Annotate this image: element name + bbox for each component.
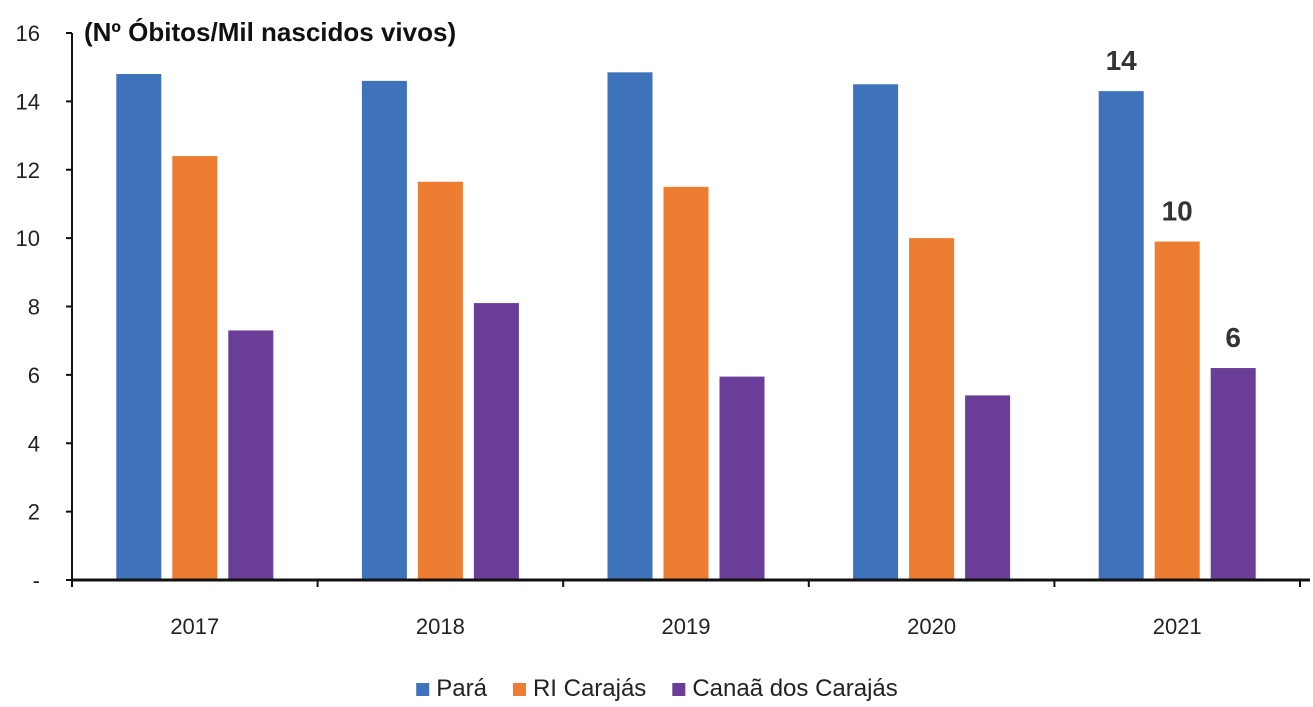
- legend-swatch: [672, 683, 686, 696]
- bar-ri-carajas-2017: [172, 156, 218, 580]
- legend-item-para: Pará: [416, 675, 488, 702]
- x-tick-label: 2021: [1153, 614, 1202, 639]
- bar-canaa-dos-carajas-2017: [228, 330, 274, 580]
- legend-swatch: [512, 683, 526, 696]
- data-labels: 14 10 6: [1106, 45, 1241, 353]
- x-axis: 2017 2018 2019 2020 2021: [71, 578, 1310, 639]
- x-tick-label: 2020: [907, 614, 956, 639]
- y-tick-label: 12: [16, 158, 40, 183]
- bar-para-2017: [116, 74, 162, 581]
- bar-canaa-dos-carajas-2020: [965, 395, 1011, 580]
- y-tick-label: 10: [16, 226, 40, 251]
- legend: Pará RI Carajás Canaã dos Carajás: [416, 675, 898, 702]
- bars: [116, 72, 1256, 581]
- bar-canaa-dos-carajas-2019: [719, 376, 765, 580]
- y-tick-label: 16: [16, 21, 40, 46]
- bar-canaa-dos-carajas-2018: [473, 303, 519, 580]
- legend-item-ri-carajas: RI Carajás: [512, 675, 646, 702]
- data-label: 10: [1162, 196, 1193, 227]
- bar-ri-carajas-2018: [417, 181, 463, 580]
- bar-ri-carajas-2021: [1154, 241, 1200, 580]
- bar-ri-carajas-2020: [909, 238, 955, 580]
- bar-para-2018: [361, 80, 407, 581]
- legend-swatch: [416, 683, 430, 696]
- bar-canaa-dos-carajas-2021: [1210, 368, 1256, 580]
- unit-label: (Nº Óbitos/Mil nascidos vivos): [84, 17, 456, 47]
- x-tick-label: 2019: [662, 614, 711, 639]
- legend-label: Canaã dos Carajás: [692, 675, 897, 702]
- bar-para-2020: [853, 84, 899, 580]
- data-label: 14: [1106, 45, 1138, 76]
- y-tick-label: 8: [28, 295, 40, 320]
- x-tick-label: 2018: [416, 614, 465, 639]
- y-tick-label: 14: [16, 89, 40, 114]
- legend-label: Pará: [436, 675, 487, 702]
- x-tick-label: 2017: [170, 614, 219, 639]
- legend-label: RI Carajás: [533, 675, 646, 702]
- bar-para-2021: [1098, 91, 1144, 581]
- bar-para-2019: [607, 72, 653, 581]
- y-axis: - 2 4 6 8 10 12 14 16: [16, 21, 73, 593]
- y-tick-label: 2: [28, 500, 40, 525]
- y-tick-label: 6: [28, 363, 40, 388]
- data-label: 6: [1225, 322, 1241, 353]
- y-tick-label: -: [33, 568, 40, 593]
- y-tick-label: 4: [28, 431, 40, 456]
- bar-ri-carajas-2019: [663, 186, 709, 580]
- legend-item-canaa-dos-carajas: Canaã dos Carajás: [672, 675, 898, 702]
